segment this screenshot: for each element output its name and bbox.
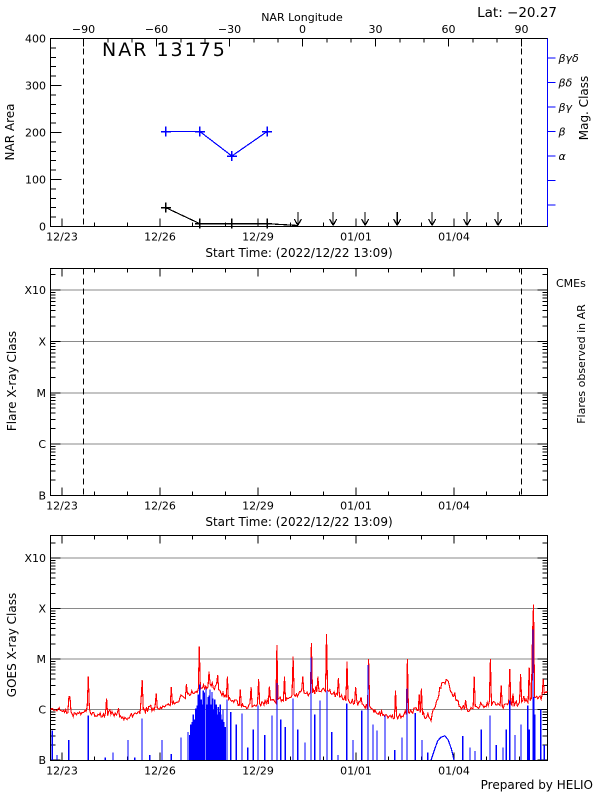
date-tick-label: 12/23 [46,500,78,513]
date-tick-label: 12/23 [46,765,78,778]
longitude-tick-label: 90 [515,23,529,36]
longitude-tick-label: −90 [72,23,95,36]
zero-upper-limit-arrow [396,218,402,226]
area-tick-label: 300 [25,80,46,93]
panel-frame [50,268,548,496]
mag-class-tick-label: βγ [558,101,573,114]
log-tick-label: B [38,754,46,767]
nar-longitude-axis-label: NAR Longitude [261,11,343,24]
date-tick-label: 12/26 [144,500,176,513]
zero-upper-limit-arrow [293,218,299,226]
log-tick-label: X10 [24,552,46,565]
mag-class-axis-label: Mag. Class [577,76,591,141]
zero-upper-limit-arrow [332,218,338,226]
log-tick-label: M [37,653,47,666]
mag-class-tick-label: βγδ [558,52,580,65]
log-tick-label: C [38,438,46,451]
lat-annotation: Lat: −20.27 [477,5,557,21]
date-tick-label: 01/01 [340,231,372,244]
date-tick-label: 01/01 [340,765,372,778]
zero-upper-limit-arrow [466,218,472,226]
zero-upper-limit-arrow [463,218,468,226]
zero-upper-limit-arrow [393,218,398,226]
mag-class-tick-label: βδ [558,77,573,90]
start-time-label-1: Start Time: (2022/12/22 13:09) [205,246,392,260]
date-tick-label: 12/29 [242,231,274,244]
panel-frame [50,38,548,227]
date-tick-label: 01/04 [438,765,470,778]
zero-upper-limit-arrow [431,218,437,226]
zero-upper-limit-arrow [428,218,433,226]
zero-upper-limit-arrow [297,218,302,226]
mag-class-tick-label: α [559,150,567,163]
date-tick-label: 12/26 [144,231,176,244]
log-tick-label: B [38,490,46,503]
zero-upper-limit-arrow [364,218,370,226]
start-time-label-2: Start Time: (2022/12/22 13:09) [205,515,392,529]
log-tick-label: M [37,387,47,400]
zero-upper-limit-arrow [361,218,366,226]
zero-upper-limit-arrow [497,218,503,226]
zero-upper-limit-arrow [329,218,334,226]
goes-class-ylabel: GOES X-ray Class [5,593,19,697]
date-tick-label: 12/29 [242,500,274,513]
log-tick-label: X10 [24,284,46,297]
zero-upper-limit-arrow [494,218,499,226]
goes-short-channel-bump [430,735,455,761]
date-tick-label: 12/26 [144,765,176,778]
longitude-tick-label: 0 [299,23,306,36]
goes-long-channel-curve [50,604,548,723]
nar-area-ylabel: NAR Area [3,104,17,161]
prepared-by-credit: Prepared by HELIO [481,778,593,792]
flares-observed-label: Flares observed in AR [575,304,588,424]
log-tick-label: C [38,704,46,717]
flare-class-ylabel: Flare X-ray Class [5,331,19,431]
log-tick-label: X [38,603,46,616]
date-tick-label: 01/01 [340,500,372,513]
log-tick-label: X [38,335,46,348]
panel-frame [50,535,548,761]
generated-plot-elements: 12/23 12/23 12/23 12/26 12/26 12/26 12/29 12/29… [24,23,579,778]
mag-class-tick-label: β [558,126,566,139]
date-tick-label: 12/29 [242,765,274,778]
cmes-legend: CMEs [556,277,586,290]
longitude-tick-label: 60 [442,23,456,36]
mag-class-series [165,130,268,157]
area-tick-label: 200 [25,127,46,140]
region-title: NAR 13175 [102,39,227,61]
longitude-tick-label: −60 [145,23,168,36]
date-tick-label: 01/04 [438,231,470,244]
longitude-tick-label: −30 [218,23,241,36]
area-tick-label: 100 [25,174,46,187]
date-tick-label: 01/04 [438,500,470,513]
area-tick-label: 400 [25,33,46,46]
longitude-tick-label: 30 [369,23,383,36]
date-tick-label: 12/23 [46,231,78,244]
area-tick-label: 0 [39,221,46,234]
